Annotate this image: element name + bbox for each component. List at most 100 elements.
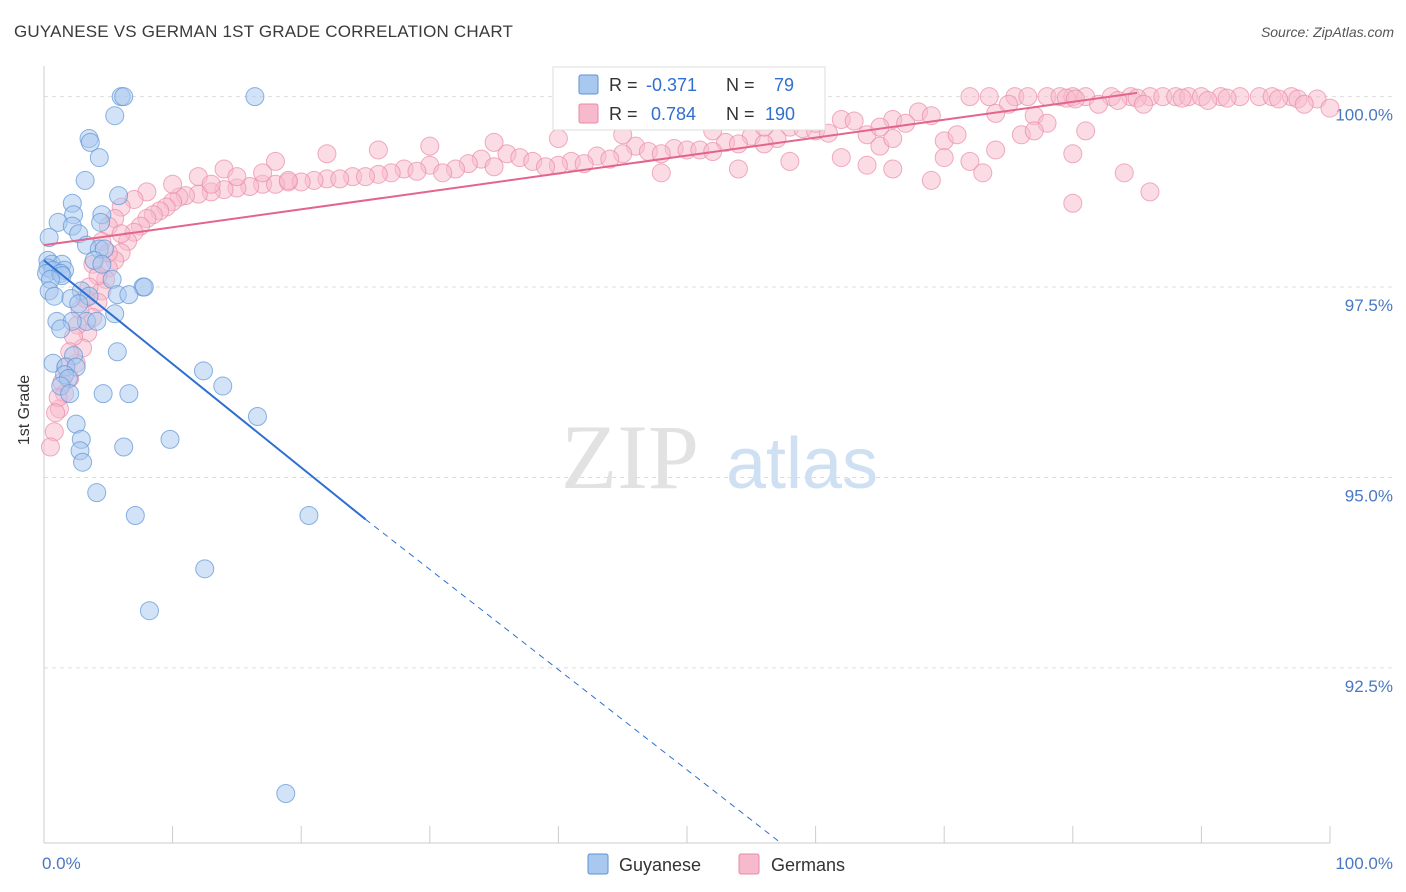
germans-point: [1076, 121, 1096, 141]
watermark-atlas: atlas: [726, 424, 878, 504]
germans-point: [368, 140, 388, 160]
guyanese-trendline-extension: [365, 518, 782, 844]
germans-point: [960, 87, 980, 107]
guyanese-point: [109, 186, 129, 206]
germans-point: [330, 169, 350, 189]
y-tick-label: 97.5%: [1345, 296, 1393, 315]
germans-point: [1320, 98, 1340, 118]
germans-point: [317, 144, 337, 164]
guyanese-point: [75, 170, 95, 190]
guyanese-point: [51, 319, 71, 339]
guyanese-trendline: [43, 259, 367, 521]
germans-point: [433, 163, 453, 183]
germans-point: [536, 157, 556, 177]
guyanese-point: [119, 384, 139, 404]
guyanese-point: [44, 286, 64, 306]
germans-point: [1063, 193, 1083, 213]
axes: 92.5% 95.0% 97.5% 100.0% 0.0% 100.0%: [42, 66, 1393, 873]
germans-point: [651, 163, 671, 183]
germans-point: [857, 155, 877, 175]
x-tick-label-min: 0.0%: [42, 854, 81, 873]
guyanese-point: [92, 254, 112, 274]
legend-r-value-1: -0.371: [646, 75, 697, 95]
germans-point: [548, 129, 568, 149]
guyanese-point: [139, 601, 159, 621]
guyanese-point: [119, 285, 139, 305]
germans-point: [46, 403, 66, 423]
guyanese-point: [276, 783, 296, 803]
germans-point: [844, 111, 864, 131]
germans-point: [986, 140, 1006, 160]
germans-point: [921, 170, 941, 190]
germans-point: [960, 151, 980, 171]
correlation-legend: R = -0.371 N = 79 R = 0.784 N = 190: [552, 66, 826, 131]
germans-point: [934, 148, 954, 168]
legend-r-value-2: 0.784: [651, 104, 696, 124]
guyanese-point: [73, 452, 93, 472]
y-axis-label: 1st Grade: [16, 374, 33, 446]
germans-point: [1217, 88, 1237, 108]
germans-point: [1172, 88, 1192, 108]
germans-point: [356, 167, 375, 187]
guyanese-point: [105, 106, 125, 126]
germans-point: [278, 170, 298, 190]
germans-point: [1294, 94, 1314, 114]
guyanese-point: [89, 148, 109, 168]
guyanese-point: [105, 304, 125, 324]
guyanese-point: [193, 361, 213, 381]
germans-point: [1134, 94, 1154, 114]
x-tick-label-max: 100.0%: [1335, 854, 1393, 873]
guyanese-point: [245, 87, 265, 107]
guyanese-point: [125, 506, 145, 526]
guyanese-point: [93, 384, 113, 404]
germans-point: [883, 129, 903, 149]
legend-r-label-2: R =: [609, 104, 638, 124]
y-tick-label: 100.0%: [1335, 106, 1393, 125]
guyanese-point: [195, 559, 215, 579]
grid-layer: [44, 96, 1392, 669]
guyanese-point: [39, 228, 59, 248]
germans-point: [831, 148, 851, 168]
germans-point: [947, 125, 967, 145]
guyanese-point: [80, 132, 100, 152]
guyanese-point: [247, 407, 267, 427]
guyanese-point: [87, 311, 107, 331]
legend-n-value-2: 190: [765, 104, 795, 124]
germans-point: [163, 174, 183, 194]
chart-title: GUYANESE VS GERMAN 1ST GRADE CORRELATION…: [14, 22, 514, 41]
germans-point: [40, 437, 60, 457]
bottom-legend-germans: Germans: [771, 855, 845, 875]
legend-n-value-1: 79: [774, 75, 794, 95]
guyanese-point: [114, 437, 134, 457]
guyanese-point: [69, 294, 89, 314]
germans-point: [201, 174, 221, 194]
guyanese-point: [160, 429, 180, 449]
germans-point: [1198, 90, 1218, 110]
germans-point: [1269, 89, 1289, 109]
watermark-zip: ZIP: [561, 406, 699, 508]
guyanese-point: [107, 342, 127, 362]
watermark: ZIP atlas: [561, 406, 878, 508]
germans-point: [227, 167, 247, 187]
germans-point: [1114, 163, 1134, 183]
legend-swatch-germans: [578, 103, 599, 124]
bottom-legend-swatch-germans: [738, 853, 760, 875]
germans-point: [979, 87, 999, 107]
y-tick-label: 95.0%: [1345, 486, 1393, 505]
germans-trendline: [43, 91, 1138, 247]
legend-n-label-2: N =: [726, 104, 755, 124]
germans-point: [484, 157, 504, 177]
guyanese-point: [299, 506, 319, 526]
germans-point: [484, 132, 504, 152]
legend-r-label-1: R =: [609, 75, 638, 95]
series-legend: Guyanese Germans: [587, 853, 845, 875]
trend-layer: [43, 91, 1138, 844]
guyanese-point: [114, 87, 134, 107]
germans-point: [420, 136, 440, 156]
guyanese-point: [213, 376, 233, 396]
germans-point: [407, 161, 427, 181]
legend-n-label-1: N =: [726, 75, 755, 95]
germans-point: [780, 151, 800, 171]
guyanese-point: [91, 212, 111, 232]
